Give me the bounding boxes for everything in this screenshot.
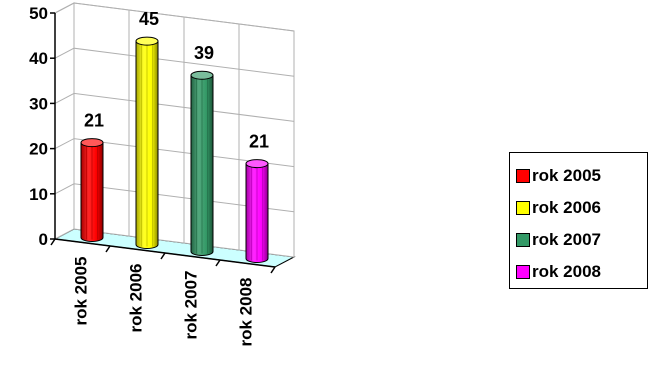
bar (190, 70, 214, 256)
bar-top (245, 159, 269, 169)
legend-item: rok 2008 (516, 256, 647, 288)
bar (80, 138, 104, 242)
legend-swatch (516, 201, 530, 215)
y-axis: 0 10 20 30 40 50 (29, 4, 276, 274)
data-label: 21 (249, 132, 269, 152)
y-tick-label: 40 (29, 49, 48, 68)
x-tick (215, 259, 221, 267)
legend-swatch (516, 233, 530, 247)
x-tick (50, 238, 56, 246)
legend: rok 2005 rok 2006 rok 2007 rok 2008 (509, 152, 648, 289)
y-tick-label: 0 (39, 230, 48, 249)
data-label: 45 (139, 9, 159, 29)
legend-swatch (516, 169, 530, 183)
y-tick-label: 10 (29, 185, 48, 204)
bar (135, 36, 159, 249)
side-wall (54, 2, 75, 240)
legend-swatch (516, 265, 530, 279)
gridline (54, 92, 295, 122)
legend-item: rok 2007 (516, 224, 647, 256)
legend-item: rok 2005 (516, 160, 647, 192)
bars (80, 36, 269, 263)
category-label: rok 2006 (127, 264, 146, 333)
category-labels: rok 2005 rok 2006 rok 2007 rok 2008 (72, 257, 256, 347)
chart-walls (53, 2, 296, 268)
gridline (54, 2, 295, 32)
bar (245, 159, 269, 263)
y-tick-label: 50 (29, 4, 48, 23)
y-tick-label: 20 (29, 140, 48, 159)
legend-label: rok 2005 (532, 166, 601, 185)
legend-label: rok 2008 (532, 262, 601, 281)
legend-label: rok 2006 (532, 198, 601, 217)
x-tick (160, 252, 166, 260)
y-tick-label: 30 (29, 94, 48, 113)
gridline (54, 47, 295, 77)
legend-item: rok 2006 (516, 192, 647, 224)
bar-top (190, 70, 214, 80)
x-tick (105, 245, 111, 253)
category-label: rok 2007 (182, 271, 201, 340)
category-label: rok 2005 (72, 257, 91, 326)
bar-top (80, 138, 104, 148)
data-label: 39 (194, 43, 214, 63)
legend-label: rok 2007 (532, 230, 601, 249)
gridline (54, 183, 295, 213)
x-tick (270, 266, 276, 274)
data-labels: 21 45 39 21 (84, 9, 269, 151)
data-label: 21 (84, 111, 104, 131)
category-label: rok 2008 (237, 278, 256, 347)
bar-top (135, 36, 159, 46)
gridline (54, 138, 295, 168)
